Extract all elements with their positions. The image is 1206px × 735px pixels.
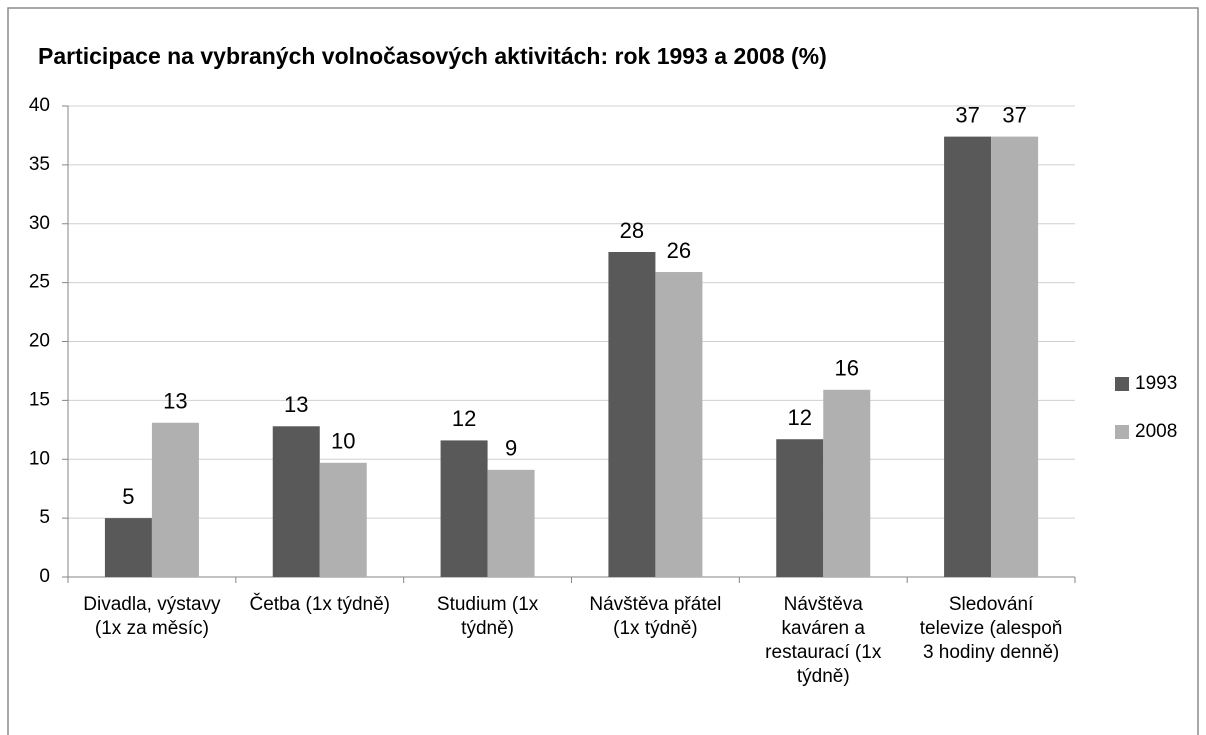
bar	[776, 439, 824, 577]
data-label: 12	[788, 405, 812, 430]
x-tick-label: Četba (1x týdně)	[249, 594, 390, 615]
legend-swatch	[1115, 425, 1129, 439]
bar	[104, 518, 152, 577]
x-tick-label: Návštěva kaváren a restaurací (1x týdně)	[765, 594, 882, 687]
data-label: 9	[505, 436, 517, 461]
x-tick-label: Studium (1x týdně)	[436, 594, 539, 639]
data-label: 37	[955, 102, 979, 127]
bar	[319, 462, 367, 577]
x-tick-label: Návštěva přátel (1x týdně)	[589, 594, 722, 639]
data-label: 26	[667, 238, 691, 263]
data-label: 12	[452, 406, 476, 431]
legend-label: 1993	[1135, 373, 1177, 394]
bar	[151, 422, 199, 577]
data-label: 28	[620, 218, 644, 243]
y-tick-label: 0	[39, 566, 50, 587]
bar	[944, 136, 992, 578]
chart-border	[7, 7, 1199, 735]
y-tick-label: 40	[29, 95, 50, 116]
y-tick-label: 25	[29, 272, 50, 293]
data-label: 13	[284, 392, 308, 417]
data-label: 10	[331, 429, 355, 454]
bar	[272, 426, 320, 577]
bar	[487, 469, 535, 577]
bar	[655, 272, 703, 577]
y-tick-label: 5	[39, 507, 50, 528]
chart-title: Participace na vybraných volnočasových a…	[38, 43, 827, 69]
y-tick-label: 35	[29, 154, 50, 175]
bar	[823, 389, 871, 577]
bar	[440, 440, 488, 577]
y-tick-label: 10	[29, 448, 50, 469]
y-tick-label: 30	[29, 213, 50, 234]
x-tick-label: Sledování televize (alespoň 3 hodiny den…	[919, 594, 1063, 663]
x-tick-label: Divadla, výstavy (1x za měsíc)	[83, 594, 221, 639]
legend-label: 2008	[1135, 421, 1177, 442]
data-label: 16	[835, 356, 859, 381]
legend-swatch	[1115, 377, 1129, 391]
y-tick-label: 15	[29, 389, 50, 410]
bar	[991, 136, 1039, 578]
data-label: 5	[122, 484, 134, 509]
data-label: 37	[1002, 102, 1026, 127]
y-tick-label: 20	[29, 331, 50, 352]
data-label: 13	[163, 389, 187, 414]
bar	[608, 252, 656, 577]
